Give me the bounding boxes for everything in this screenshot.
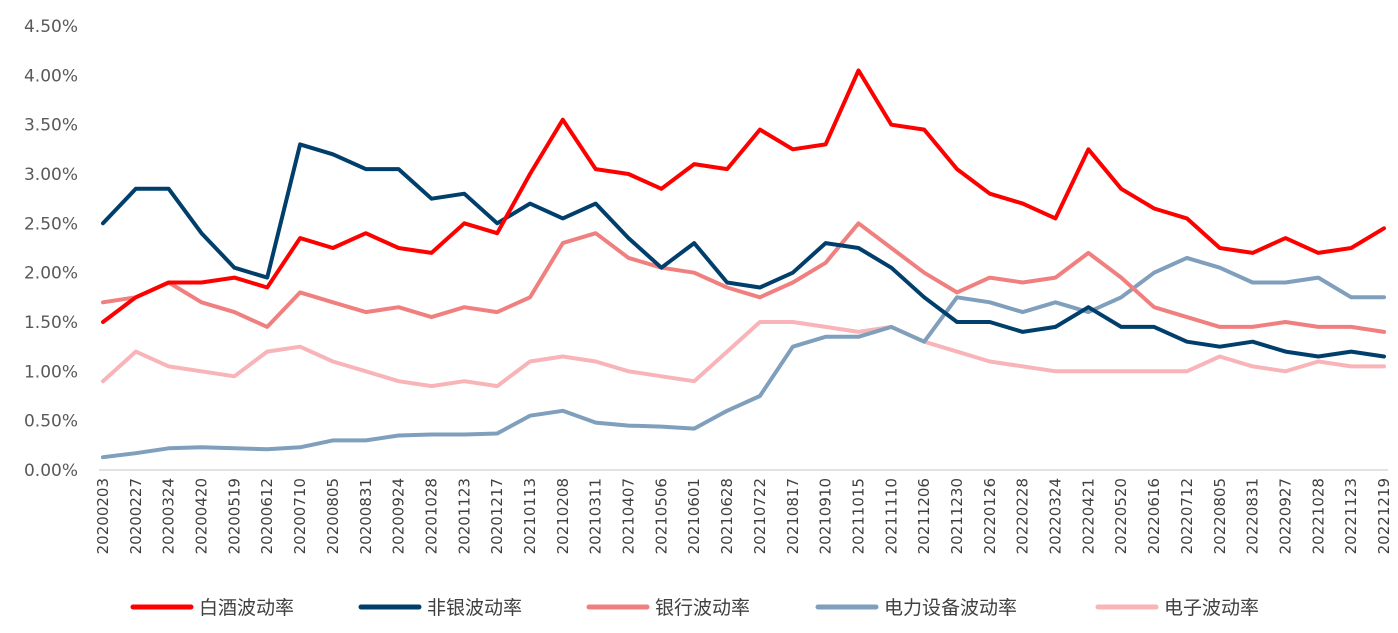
x-tick-label: 20220712 <box>1178 478 1196 554</box>
x-tick-label: 20211015 <box>849 478 867 554</box>
x-tick-label: 20200612 <box>258 478 276 554</box>
x-tick-label: 20210910 <box>817 478 835 554</box>
y-tick-label: 0.50% <box>24 412 78 432</box>
legend-label-0: 白酒波动率 <box>199 597 294 619</box>
legend-label-1: 非银波动率 <box>427 597 522 619</box>
x-tick-label: 20211110 <box>882 478 900 554</box>
series-line-4 <box>101 320 1386 389</box>
y-tick-label: 4.50% <box>24 17 78 37</box>
series-line-0 <box>101 68 1386 324</box>
x-tick-label: 20200519 <box>225 478 243 554</box>
x-tick-label: 20210601 <box>685 478 703 554</box>
x-tick-label: 20220228 <box>1014 478 1032 554</box>
y-tick-label: 3.50% <box>24 116 78 136</box>
y-tick-label: 2.50% <box>24 214 78 234</box>
x-tick-label: 20220831 <box>1244 478 1262 554</box>
x-tick-label: 20210628 <box>718 478 736 554</box>
x-tick-label: 20201217 <box>488 478 506 554</box>
y-tick-label: 1.00% <box>24 362 78 382</box>
series-line-1 <box>101 142 1386 359</box>
x-tick-label: 20210506 <box>652 478 670 554</box>
x-tick-label: 20210817 <box>784 478 802 554</box>
x-tick-label: 20200227 <box>127 478 145 554</box>
x-tick-label: 20200420 <box>193 478 211 554</box>
x-axis: 20200203 20200227 20200324 20200420 20200519… <box>94 469 1393 554</box>
x-tick-label: 20210208 <box>554 478 572 554</box>
x-tick-label: 20210311 <box>587 478 605 554</box>
x-tick-label: 20220520 <box>1112 478 1130 554</box>
x-tick-label: 20221123 <box>1342 478 1360 554</box>
x-tick-label: 20200831 <box>357 478 375 554</box>
x-tick-label: 20201028 <box>422 478 440 554</box>
x-tick-label: 20211206 <box>915 478 933 554</box>
y-tick-label: 2.00% <box>24 264 78 284</box>
x-tick-label: 20200710 <box>291 478 309 554</box>
x-tick-label: 20221219 <box>1375 478 1393 554</box>
x-tick-label: 20210113 <box>521 478 539 554</box>
x-tick-label: 20220927 <box>1276 478 1294 554</box>
x-tick-label: 20221028 <box>1309 478 1327 554</box>
legend: 白酒波动率 非银波动率 银行波动率 电力设备波动率 电子波动率 <box>130 597 1259 619</box>
y-tick-label: 1.50% <box>24 313 78 333</box>
x-tick-label: 20210722 <box>751 478 769 554</box>
legend-label-3: 电力设备波动率 <box>884 597 1017 619</box>
y-tick-label: 3.00% <box>24 165 78 185</box>
x-tick-label: 20220324 <box>1047 478 1065 554</box>
x-tick-label: 20220805 <box>1211 478 1229 554</box>
x-tick-label: 20220616 <box>1145 478 1163 554</box>
x-tick-label: 20200203 <box>94 478 112 554</box>
legend-label-2: 银行波动率 <box>655 597 750 619</box>
x-tick-label: 20220126 <box>981 478 999 554</box>
y-tick-label: 0.00% <box>24 461 78 481</box>
legend-label-4: 电子波动率 <box>1164 597 1259 619</box>
x-tick-label: 20210407 <box>620 478 638 554</box>
x-tick-label: 20200805 <box>324 478 342 554</box>
x-tick-label: 20201123 <box>455 478 473 554</box>
x-tick-label: 20220421 <box>1079 478 1097 554</box>
series-line-3 <box>101 255 1386 460</box>
x-tick-label: 20200324 <box>160 478 178 554</box>
x-tick-label: 20211230 <box>948 478 966 554</box>
series-lines <box>101 68 1386 460</box>
y-axis: 0.00% 0.50% 1.00% 1.50% 2.00% 2.50% 3.00% 3.50%… <box>24 17 78 481</box>
y-tick-label: 4.00% <box>24 66 78 86</box>
series-line-2 <box>101 221 1386 334</box>
x-tick-label: 20200924 <box>390 478 408 554</box>
